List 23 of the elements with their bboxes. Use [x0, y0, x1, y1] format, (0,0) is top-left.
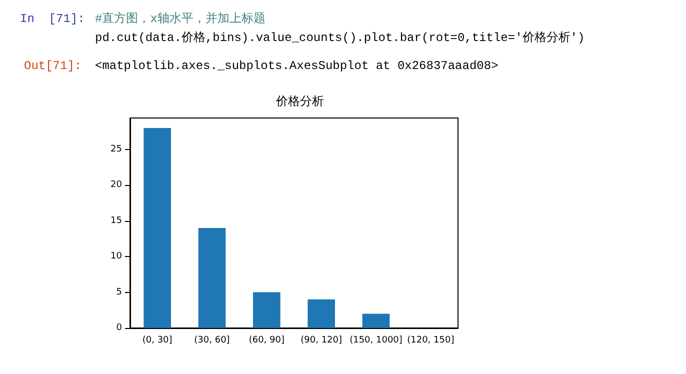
chart-title: 价格分析	[275, 94, 324, 108]
bar	[144, 128, 171, 328]
y-tick-label: 5	[116, 287, 122, 298]
bar	[362, 314, 390, 328]
x-tick-label: (30, 60]	[194, 336, 230, 346]
x-tick-label: (120, 150]	[407, 336, 454, 346]
text: #直方图，x轴水平，并加上标题	[95, 11, 266, 26]
text: Out[71]:	[24, 59, 82, 73]
bar	[308, 299, 335, 328]
y-tick-label: 20	[110, 180, 122, 190]
y-tick-label: 15	[110, 216, 122, 226]
y-tick-label: 0	[116, 323, 122, 333]
text: In [71]:	[20, 12, 85, 26]
bar	[253, 292, 280, 328]
x-tick-label: (60, 90]	[248, 336, 284, 346]
y-tick-label: 25	[110, 144, 122, 154]
bar	[198, 228, 226, 328]
text: pd.cut(data.价格,bins).value_counts().plot.bar(rot=0,title='价格分析')	[95, 31, 585, 45]
x-tick-label: (0, 30]	[142, 336, 172, 346]
text: <matplotlib.axes._subplots.AxesSubplot at 0x26837aaad08>	[95, 59, 498, 73]
x-tick-label: (150, 1000]	[350, 336, 402, 346]
x-tick-label: (90, 120]	[300, 336, 342, 346]
y-tick-label: 10	[110, 252, 122, 262]
